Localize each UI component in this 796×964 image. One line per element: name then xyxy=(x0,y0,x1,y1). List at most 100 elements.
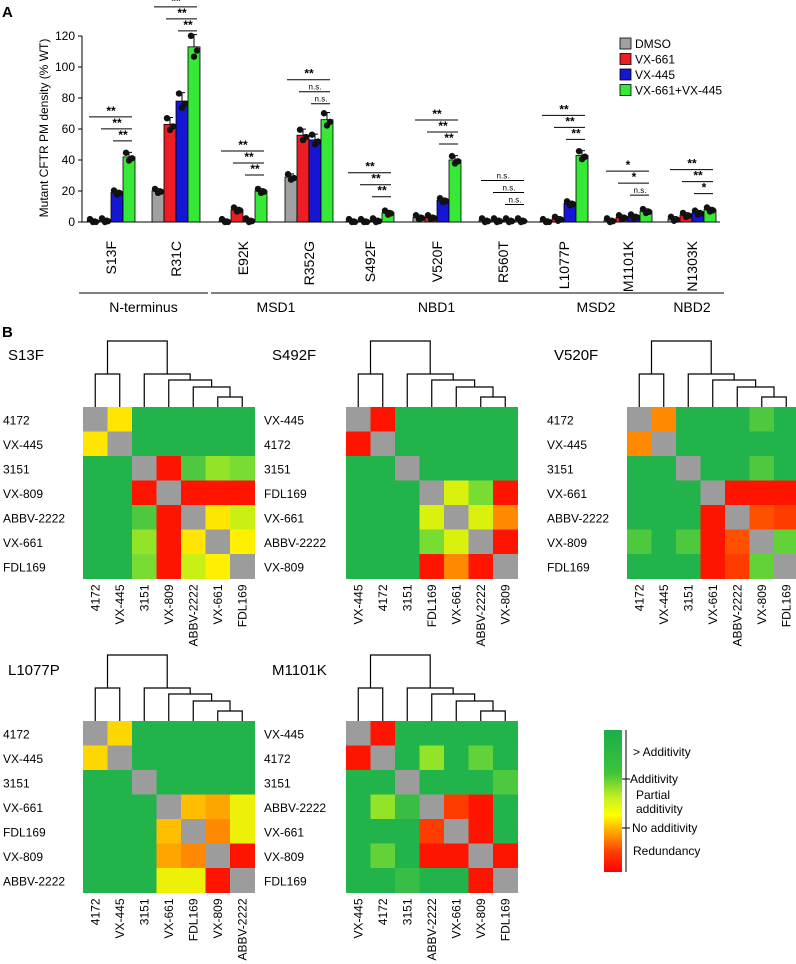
heatmap-cell xyxy=(156,407,182,432)
heatmap-cell xyxy=(700,480,726,506)
row-label: 3151 xyxy=(264,462,291,476)
heatmap-cell xyxy=(395,480,420,506)
heatmap-cell xyxy=(419,431,445,457)
heatmap-cell xyxy=(205,745,231,771)
heatmap-cell xyxy=(493,745,518,771)
heatmap-cell xyxy=(749,480,775,506)
column-label: ABBV-2222 xyxy=(730,584,744,646)
significance-label: ** xyxy=(571,126,581,140)
legend-greater-additivity: > Additivity xyxy=(633,745,691,759)
bar-chart: 0 20 40 60 80 100 120 Mutant CFTR PM density (%… xyxy=(37,0,724,315)
panel-a-label: A xyxy=(2,4,13,21)
dendrogram-branch xyxy=(712,379,757,407)
category-label: L1077P xyxy=(556,241,572,289)
row-label: 4172 xyxy=(264,438,291,452)
heatmap-cell xyxy=(468,794,494,820)
heatmap-cell xyxy=(346,843,371,869)
category-label: N1303K xyxy=(684,240,700,291)
category-label: R31C xyxy=(168,241,184,277)
heatmap-cell xyxy=(395,431,420,457)
heatmap-cell xyxy=(132,868,157,893)
dendrogram-branch xyxy=(94,687,121,721)
y-tick-label: 120 xyxy=(55,29,75,43)
heatmap-cell xyxy=(370,456,396,481)
heatmap-cell xyxy=(676,456,701,481)
dendrogram-branch xyxy=(168,379,213,407)
heatmap-cell xyxy=(230,554,255,579)
heatmap-cell xyxy=(725,505,750,530)
significance-label: ** xyxy=(244,150,254,164)
significance-label: n.s. xyxy=(309,83,322,92)
heatmap-cell xyxy=(132,529,157,555)
row-label: VX-809 xyxy=(264,850,304,864)
heatmap-cell xyxy=(627,554,652,579)
data-point xyxy=(384,211,392,218)
significance-label: ** xyxy=(371,172,381,186)
column-label: VX-661 xyxy=(211,584,225,624)
column-label: 3151 xyxy=(137,898,151,925)
heatmap-cell xyxy=(774,407,796,432)
heatmap-cell xyxy=(230,529,255,555)
heatmap-cell xyxy=(419,529,445,555)
heatmap-cell xyxy=(676,480,701,506)
heatmap-cell xyxy=(444,407,469,432)
heatmap-cell xyxy=(395,794,420,820)
row-label: FDL169 xyxy=(264,874,307,888)
data-point xyxy=(287,176,295,183)
heatmap-cell xyxy=(107,819,133,844)
heatmap-cell xyxy=(156,480,182,506)
heatmap-cell xyxy=(444,745,469,771)
heatmap-cell xyxy=(83,554,108,579)
data-point xyxy=(554,217,562,224)
legend-redundancy: Redundancy xyxy=(633,844,700,858)
heatmap-cell xyxy=(395,843,420,869)
significance-label: ** xyxy=(171,0,181,8)
heatmap-cell xyxy=(107,770,133,795)
heatmap-cell xyxy=(700,431,726,457)
heatmap-cell xyxy=(132,794,157,820)
row-label: 4172 xyxy=(3,727,30,741)
category-label: S492F xyxy=(362,241,378,282)
row-label: ABBV-2222 xyxy=(547,511,609,525)
heatmap-cell xyxy=(83,480,108,506)
y-tick-label: 0 xyxy=(68,215,75,229)
data-point xyxy=(348,218,356,226)
heatmap-cell xyxy=(627,456,652,481)
heatmap-cell xyxy=(156,721,182,746)
heatmap-cell xyxy=(181,794,206,820)
heatmap-cell xyxy=(156,456,182,481)
heatmap-cell xyxy=(107,794,133,820)
column-label: FDL169 xyxy=(425,584,439,627)
data-point xyxy=(566,202,574,209)
row-label: VX-809 xyxy=(547,536,587,550)
heatmap-cell xyxy=(107,868,133,893)
heatmap-cell xyxy=(419,407,445,432)
heatmap-cell xyxy=(627,529,652,555)
legend-swatch xyxy=(619,84,632,96)
heatmap-cell xyxy=(774,431,796,457)
data-point xyxy=(575,147,583,155)
heatmap-cell xyxy=(346,505,371,530)
heatmap-cell xyxy=(346,407,371,432)
significance-label: n.s. xyxy=(315,95,328,104)
heatmap-cell xyxy=(627,480,652,506)
dendrogram-branch xyxy=(106,654,168,688)
dendrogram-branch xyxy=(638,373,665,407)
heatmap-cell xyxy=(395,770,420,795)
dendrogram xyxy=(94,340,243,407)
y-tick-label: 80 xyxy=(62,91,76,105)
heatmap-cell xyxy=(205,721,231,746)
y-tick-label: 20 xyxy=(62,184,76,198)
legend-no-additivity: No additivity xyxy=(632,821,697,835)
column-label: VX-445 xyxy=(351,584,365,624)
legend-partial-2: additivity xyxy=(636,802,683,816)
heatmap-cell xyxy=(700,407,726,432)
heatmap-cell xyxy=(346,745,371,771)
heatmap-cell xyxy=(725,554,750,579)
heatmap-cell xyxy=(83,721,108,746)
significance-label: ** xyxy=(304,67,314,81)
column-label: VX-809 xyxy=(498,584,512,624)
heatmap-title: V520F xyxy=(554,347,598,364)
heatmap-4: M1101K VX-445 4172 3151 ABBV-2222 VX-661 VX-80… xyxy=(264,654,518,961)
significance-label: n.s. xyxy=(634,186,647,195)
